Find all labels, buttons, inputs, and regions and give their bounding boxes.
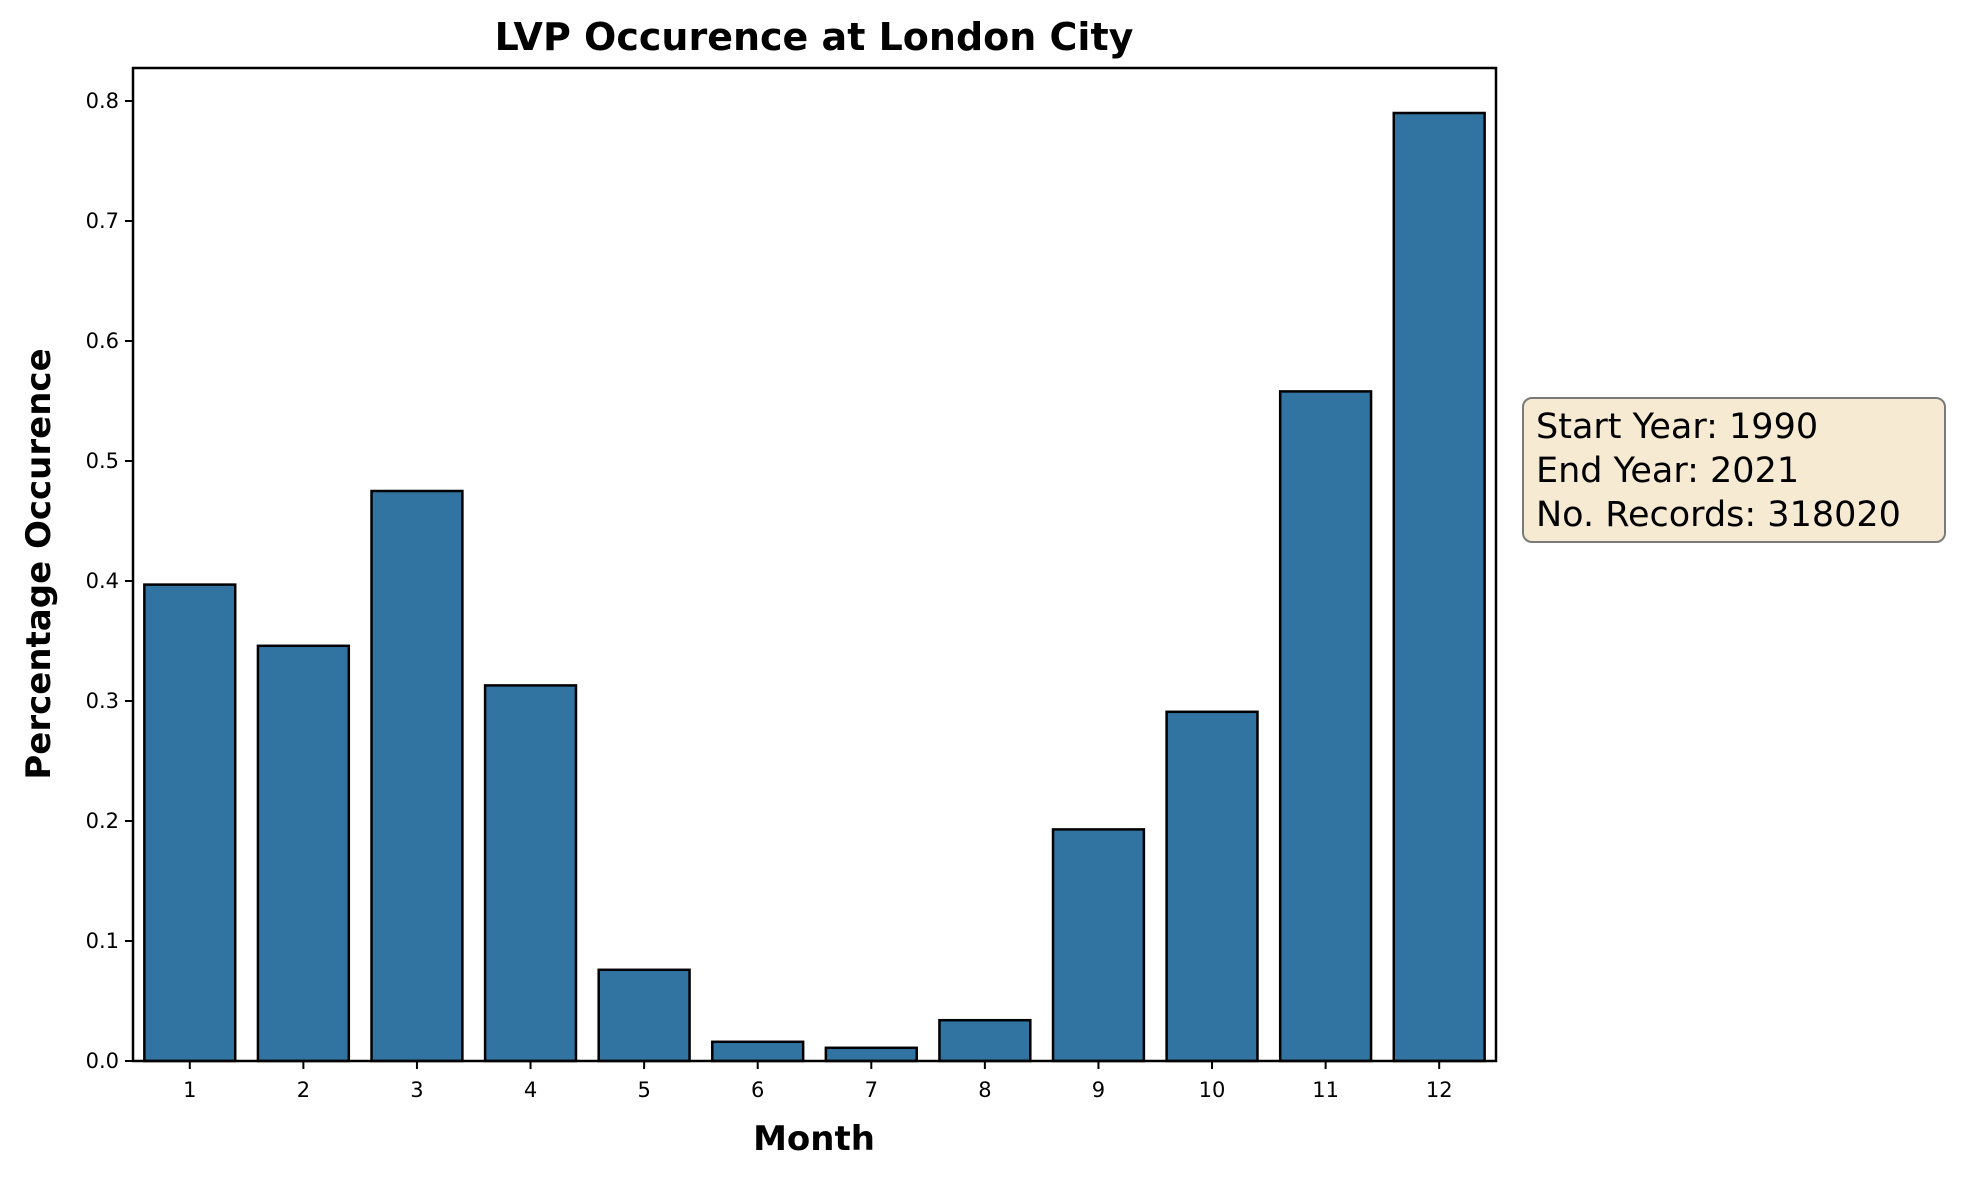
record-count-text: No. Records: 318020	[1536, 495, 1901, 535]
x-tick-label: 8	[978, 1078, 991, 1102]
end-year-text: End Year: 2021	[1536, 451, 1800, 491]
x-tick-label: 3	[410, 1078, 423, 1102]
bar-month-4	[483, 684, 578, 1063]
info-box: Start Year: 1990 End Year: 2021 No. Reco…	[1522, 397, 1946, 543]
x-tick-label: 6	[751, 1078, 764, 1102]
bar-month-6	[711, 1040, 805, 1063]
x-tick-label: 2	[297, 1078, 310, 1102]
x-axis-label: Month	[753, 1119, 875, 1159]
y-tick-label: 0.4	[86, 569, 119, 593]
y-tick-label: 0.0	[86, 1049, 119, 1073]
bar-month-10	[1165, 710, 1259, 1063]
x-tick-label: 5	[637, 1078, 650, 1102]
x-tick-label: 4	[524, 1078, 537, 1102]
y-tick-label: 0.6	[86, 329, 119, 353]
chart-title: LVP Occurence at London City	[495, 15, 1134, 59]
x-tick-label: 10	[1199, 1078, 1226, 1102]
y-tick-label: 0.5	[86, 449, 119, 473]
bar-month-1	[143, 583, 237, 1063]
bar-month-3	[370, 489, 464, 1063]
x-tick-label: 11	[1312, 1078, 1339, 1102]
bar-month-12	[1392, 111, 1486, 1063]
start-year-text: Start Year: 1990	[1536, 407, 1819, 447]
y-tick-label: 0.2	[86, 809, 119, 833]
plot-frame	[131, 66, 1498, 1063]
x-tick-label: 12	[1426, 1078, 1453, 1102]
y-tick-label: 0.3	[86, 689, 119, 713]
bar-month-11	[1278, 390, 1373, 1063]
bar-month-9	[1051, 828, 1146, 1063]
bar-month-5	[597, 968, 691, 1063]
x-tick-label: 7	[865, 1078, 878, 1102]
y-tick-label: 0.1	[86, 929, 119, 953]
y-tick-label: 0.7	[86, 209, 119, 233]
x-tick-label: 9	[1092, 1078, 1105, 1102]
bar-month-7	[824, 1046, 918, 1063]
bar-month-2	[256, 644, 351, 1063]
x-tick-label: 1	[183, 1078, 196, 1102]
y-tick-label: 0.8	[86, 89, 119, 113]
y-axis-label: Percentage Occurence	[19, 348, 59, 779]
bar-month-8	[938, 1018, 1032, 1063]
